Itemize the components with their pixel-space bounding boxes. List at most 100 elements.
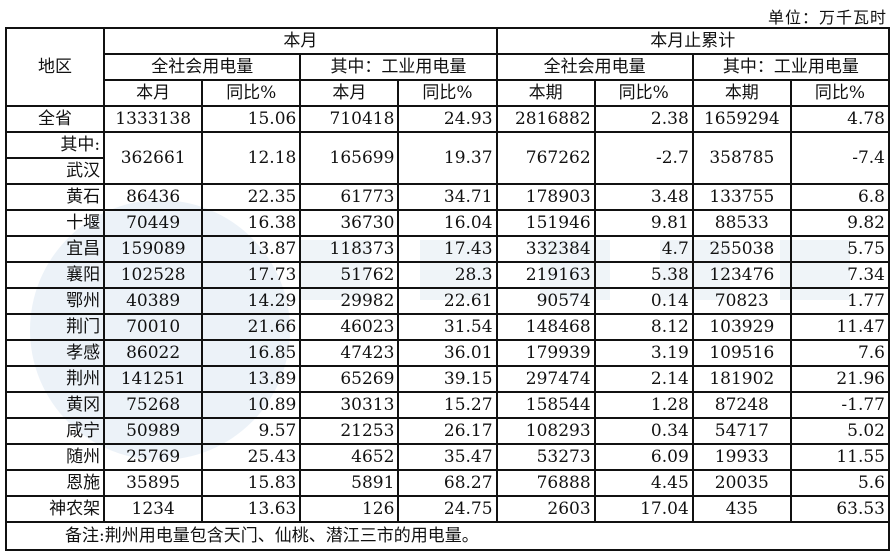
value-cell: 53273: [495, 443, 596, 471]
value-cell: 158544: [495, 391, 596, 419]
note-row: 备注:荆州用电量包含天门、仙桃、潜江三市的用电量。: [5, 521, 890, 551]
value-cell: 2.14: [593, 365, 694, 393]
value-cell: 4.7: [593, 235, 694, 263]
value-cell: 51762: [299, 261, 400, 289]
value-cell: 148468: [495, 313, 596, 341]
value-cell: 24.75: [397, 495, 498, 523]
value-cell: 3.48: [593, 183, 694, 211]
value-cell: 24.93: [397, 105, 498, 133]
value-cell: 126: [299, 495, 400, 523]
value-cell: 54717: [691, 417, 792, 445]
header-month: 本月: [103, 27, 498, 55]
value-cell: 88533: [691, 209, 792, 237]
value-cell: 21.96: [789, 365, 891, 393]
header-yoy: 同比%: [593, 79, 694, 107]
value-cell: 75268: [103, 391, 204, 419]
value-cell: 178903: [495, 183, 596, 211]
value-cell: 25.43: [201, 443, 302, 471]
region-cell: 恩施: [4, 469, 106, 497]
table-row: 鄂州 40389 14.29 29982 22.61 90574 0.14 70823 1.77: [4, 287, 891, 315]
table-row: 十堰 70449 16.38 36730 16.04 151946 9.81 88533 9.8…: [4, 209, 891, 237]
value-cell: 179939: [495, 339, 596, 367]
value-cell: 4.78: [789, 105, 891, 133]
table-row: 黄冈 75268 10.89 30313 15.27 158544 1.28 87248 -1.…: [4, 391, 891, 419]
value-cell: 11.47: [789, 313, 891, 341]
value-cell: 17.73: [201, 261, 302, 289]
header-industrial-cum: 其中：工业用电量: [691, 53, 891, 81]
value-cell: 16.38: [201, 209, 302, 237]
region-cell: 黄冈: [4, 391, 106, 419]
table-row: 襄阳 102528 17.73 51762 28.3 219163 5.38 123476 7.…: [4, 261, 891, 289]
value-cell: 7.6: [789, 339, 891, 367]
table-row: 宜昌 159089 13.87 118373 17.43 332384 4.7 255038 5…: [4, 235, 891, 263]
value-cell: 4.45: [593, 469, 694, 497]
value-cell: 4652: [299, 443, 400, 471]
table-row: 其中: 362661 12.18 165699 19.37 767262 -2.7 35878…: [4, 131, 891, 185]
value-cell: 68.27: [397, 469, 498, 497]
header-yoy: 同比%: [397, 79, 498, 107]
value-cell: 1.28: [593, 391, 694, 419]
value-cell: 165699: [299, 131, 400, 185]
value-cell: 22.35: [201, 183, 302, 211]
value-cell: 1234: [103, 495, 204, 523]
value-cell: 255038: [691, 235, 792, 263]
value-cell: 2.38: [593, 105, 694, 133]
value-cell: 1.77: [789, 287, 891, 315]
value-cell: 1659294: [691, 105, 792, 133]
value-cell: 9.81: [593, 209, 694, 237]
value-cell: 26.17: [397, 417, 498, 445]
value-cell: 5891: [299, 469, 400, 497]
value-cell: 6.09: [593, 443, 694, 471]
value-cell: 2816882: [495, 105, 596, 133]
value-cell: 2603: [495, 495, 596, 523]
value-cell: 39.15: [397, 365, 498, 393]
note-text: 备注:荆州用电量包含天门、仙桃、潜江三市的用电量。: [5, 521, 890, 551]
value-cell: 15.83: [201, 469, 302, 497]
region-cell: 咸宁: [4, 417, 106, 445]
region-cell: 襄阳: [4, 261, 106, 289]
value-cell: 17.43: [397, 235, 498, 263]
header-region: 地区: [4, 27, 106, 107]
header-yoy: 同比%: [201, 79, 302, 107]
region-cell: 十堰: [4, 209, 106, 237]
value-cell: 46023: [299, 313, 400, 341]
value-cell: 13.87: [201, 235, 302, 263]
value-cell: -2.7: [593, 131, 694, 185]
value-cell: 1333138: [103, 105, 204, 133]
value-cell: 15.27: [397, 391, 498, 419]
region-cell: 神农架: [4, 495, 106, 523]
table-row: 黄石 86436 22.35 61773 34.71 178903 3.48 133755 6.…: [4, 183, 891, 211]
value-cell: 76888: [495, 469, 596, 497]
electricity-table: 地区 本月 本月止累计 全社会用电量 其中：工业用电量 全社会用电量 其中：工业…: [4, 27, 891, 551]
value-cell: 11.55: [789, 443, 891, 471]
value-cell: 86022: [103, 339, 204, 367]
value-cell: 362661: [103, 131, 204, 185]
value-cell: 0.14: [593, 287, 694, 315]
value-cell: 35895: [103, 469, 204, 497]
value-cell: 47423: [299, 339, 400, 367]
region-cell: 鄂州: [4, 287, 106, 315]
value-cell: 5.38: [593, 261, 694, 289]
value-cell: 28.3: [397, 261, 498, 289]
value-cell: 123476: [691, 261, 792, 289]
region-cell: 孝感: [4, 339, 106, 367]
value-cell: 297474: [495, 365, 596, 393]
value-cell: 31.54: [397, 313, 498, 341]
value-cell: 65269: [299, 365, 400, 393]
value-cell: 50989: [103, 417, 204, 445]
unit-label: 单位：万千瓦时: [767, 8, 887, 27]
value-cell: 14.29: [201, 287, 302, 315]
value-cell: 8.12: [593, 313, 694, 341]
value-cell: 9.57: [201, 417, 302, 445]
value-cell: 0.34: [593, 417, 694, 445]
value-cell: 25769: [103, 443, 204, 471]
header-total-cum: 全社会用电量: [495, 53, 694, 81]
value-cell: 358785: [691, 131, 792, 185]
value-cell: 61773: [299, 183, 400, 211]
value-cell: 29982: [299, 287, 400, 315]
value-cell: 90574: [495, 287, 596, 315]
value-cell: 34.71: [397, 183, 498, 211]
value-cell: 86436: [103, 183, 204, 211]
header-this-period: 本期: [691, 79, 792, 107]
value-cell: 15.06: [201, 105, 302, 133]
